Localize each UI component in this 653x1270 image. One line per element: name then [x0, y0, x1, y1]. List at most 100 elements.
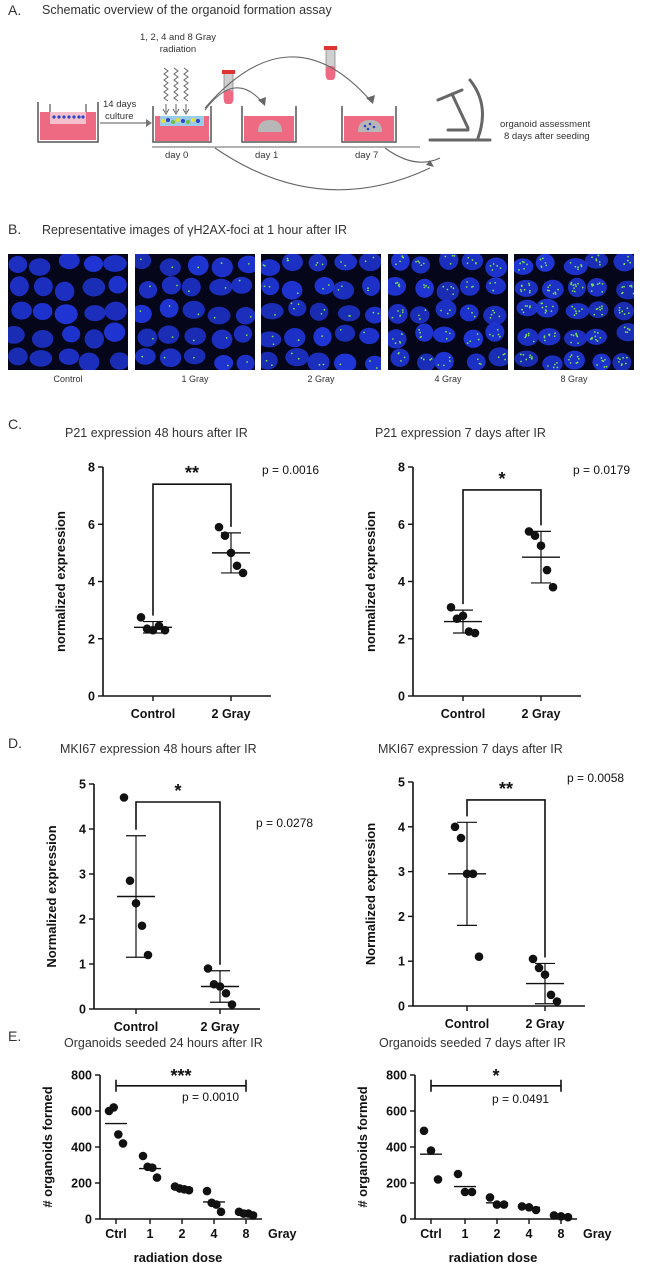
- nucleus: [159, 348, 182, 368]
- focus-dot: [593, 331, 596, 333]
- focus-dot: [590, 337, 593, 340]
- focus-dot: [627, 255, 630, 258]
- nucleus: [435, 299, 457, 319]
- day7-label: day 7: [355, 150, 379, 161]
- data-point: [468, 869, 478, 879]
- focus-dot: [290, 302, 293, 305]
- nucleus: [159, 298, 179, 318]
- focus-dot: [618, 306, 621, 309]
- data-point: [125, 876, 135, 886]
- focus-dot: [597, 254, 600, 257]
- nucleus: [33, 277, 53, 297]
- focus-dot: [570, 333, 573, 336]
- image-label: Control: [53, 374, 83, 384]
- data-point: [563, 1212, 573, 1222]
- nucleus: [485, 277, 506, 295]
- microscopy-image: [514, 254, 634, 370]
- nucleus: [231, 276, 253, 294]
- focus-dot: [400, 359, 402, 362]
- data-point: [238, 568, 248, 578]
- data-point: [148, 1163, 157, 1172]
- focus-dot: [415, 260, 417, 263]
- focus-dot: [497, 333, 500, 336]
- focus-dot: [220, 262, 223, 264]
- day0-label: day 0: [165, 150, 189, 161]
- nucleus: [388, 329, 407, 349]
- y-tick-label: 0: [398, 690, 405, 704]
- nuclei-image-icon: [135, 254, 255, 370]
- data-point: [456, 833, 466, 843]
- y-tick-label: 2: [79, 913, 86, 927]
- focus-dot: [293, 307, 295, 310]
- nuclei-image-icon: [514, 254, 634, 370]
- focus-dot: [575, 332, 577, 335]
- y-tick-label: 4: [398, 820, 405, 834]
- focus-dot: [422, 358, 425, 361]
- significance-stars: *: [492, 1066, 499, 1086]
- focus-dot: [626, 331, 629, 334]
- focus-dot: [446, 312, 449, 315]
- focus-dot: [399, 260, 401, 263]
- focus-dot: [554, 332, 556, 335]
- focus-dot: [594, 335, 597, 338]
- nucleus: [159, 258, 181, 277]
- focus-dot: [570, 341, 572, 344]
- focus-dot: [448, 356, 451, 359]
- data-point: [143, 950, 153, 960]
- focus-dot: [268, 285, 271, 288]
- data-point: [524, 1203, 534, 1212]
- nucleus: [135, 254, 152, 270]
- focus-dot: [523, 261, 525, 264]
- focus-dot: [491, 269, 494, 271]
- focus-dot: [620, 364, 623, 367]
- nucleus: [391, 254, 410, 271]
- focus-dot: [440, 309, 442, 312]
- focus-dot: [581, 308, 583, 311]
- data-point: [536, 541, 546, 551]
- focus-dot: [543, 339, 546, 342]
- focus-dot: [377, 312, 380, 315]
- focus-dot: [444, 255, 447, 258]
- significance-bracket: [462, 489, 542, 605]
- nucleus: [261, 331, 282, 348]
- nucleus: [8, 255, 28, 273]
- focus-dot: [621, 292, 623, 295]
- nucleus: [261, 351, 278, 370]
- focus-dot: [497, 356, 500, 359]
- nucleus: [309, 302, 329, 321]
- focus-dot: [520, 285, 523, 287]
- focus-dot: [521, 308, 523, 311]
- focus-dot: [528, 284, 531, 286]
- focus-dot: [518, 269, 520, 271]
- nucleus: [214, 354, 234, 370]
- focus-dot: [442, 285, 445, 288]
- nucleus: [613, 301, 634, 321]
- focus-dot: [578, 310, 581, 313]
- focus-dot: [399, 315, 401, 317]
- focus-dot: [318, 363, 321, 366]
- focus-dot: [599, 336, 602, 339]
- nucleus: [62, 325, 81, 343]
- focus-dot: [548, 333, 550, 336]
- y-tick-label: 5: [398, 776, 405, 790]
- focus-dot: [473, 315, 476, 318]
- data-point: [460, 1187, 470, 1197]
- focus-dot: [570, 281, 573, 284]
- focus-dot: [168, 305, 171, 307]
- focus-dot: [446, 288, 449, 291]
- nucleus: [390, 348, 410, 367]
- focus-dot: [581, 286, 584, 289]
- nucleus: [58, 254, 80, 270]
- focus-dot: [572, 334, 575, 337]
- focus-dot: [141, 355, 144, 358]
- focus-dot: [494, 281, 497, 284]
- nucleus: [542, 279, 564, 299]
- focus-dot: [596, 364, 598, 366]
- radiation-label-2: radiation: [159, 44, 197, 55]
- x-tick-label: 4: [211, 1227, 218, 1241]
- nucleus: [459, 304, 479, 322]
- y-tick-label: 200: [71, 1177, 92, 1191]
- nucleus: [31, 330, 54, 348]
- nucleus: [54, 304, 78, 325]
- focus-dot: [577, 282, 579, 285]
